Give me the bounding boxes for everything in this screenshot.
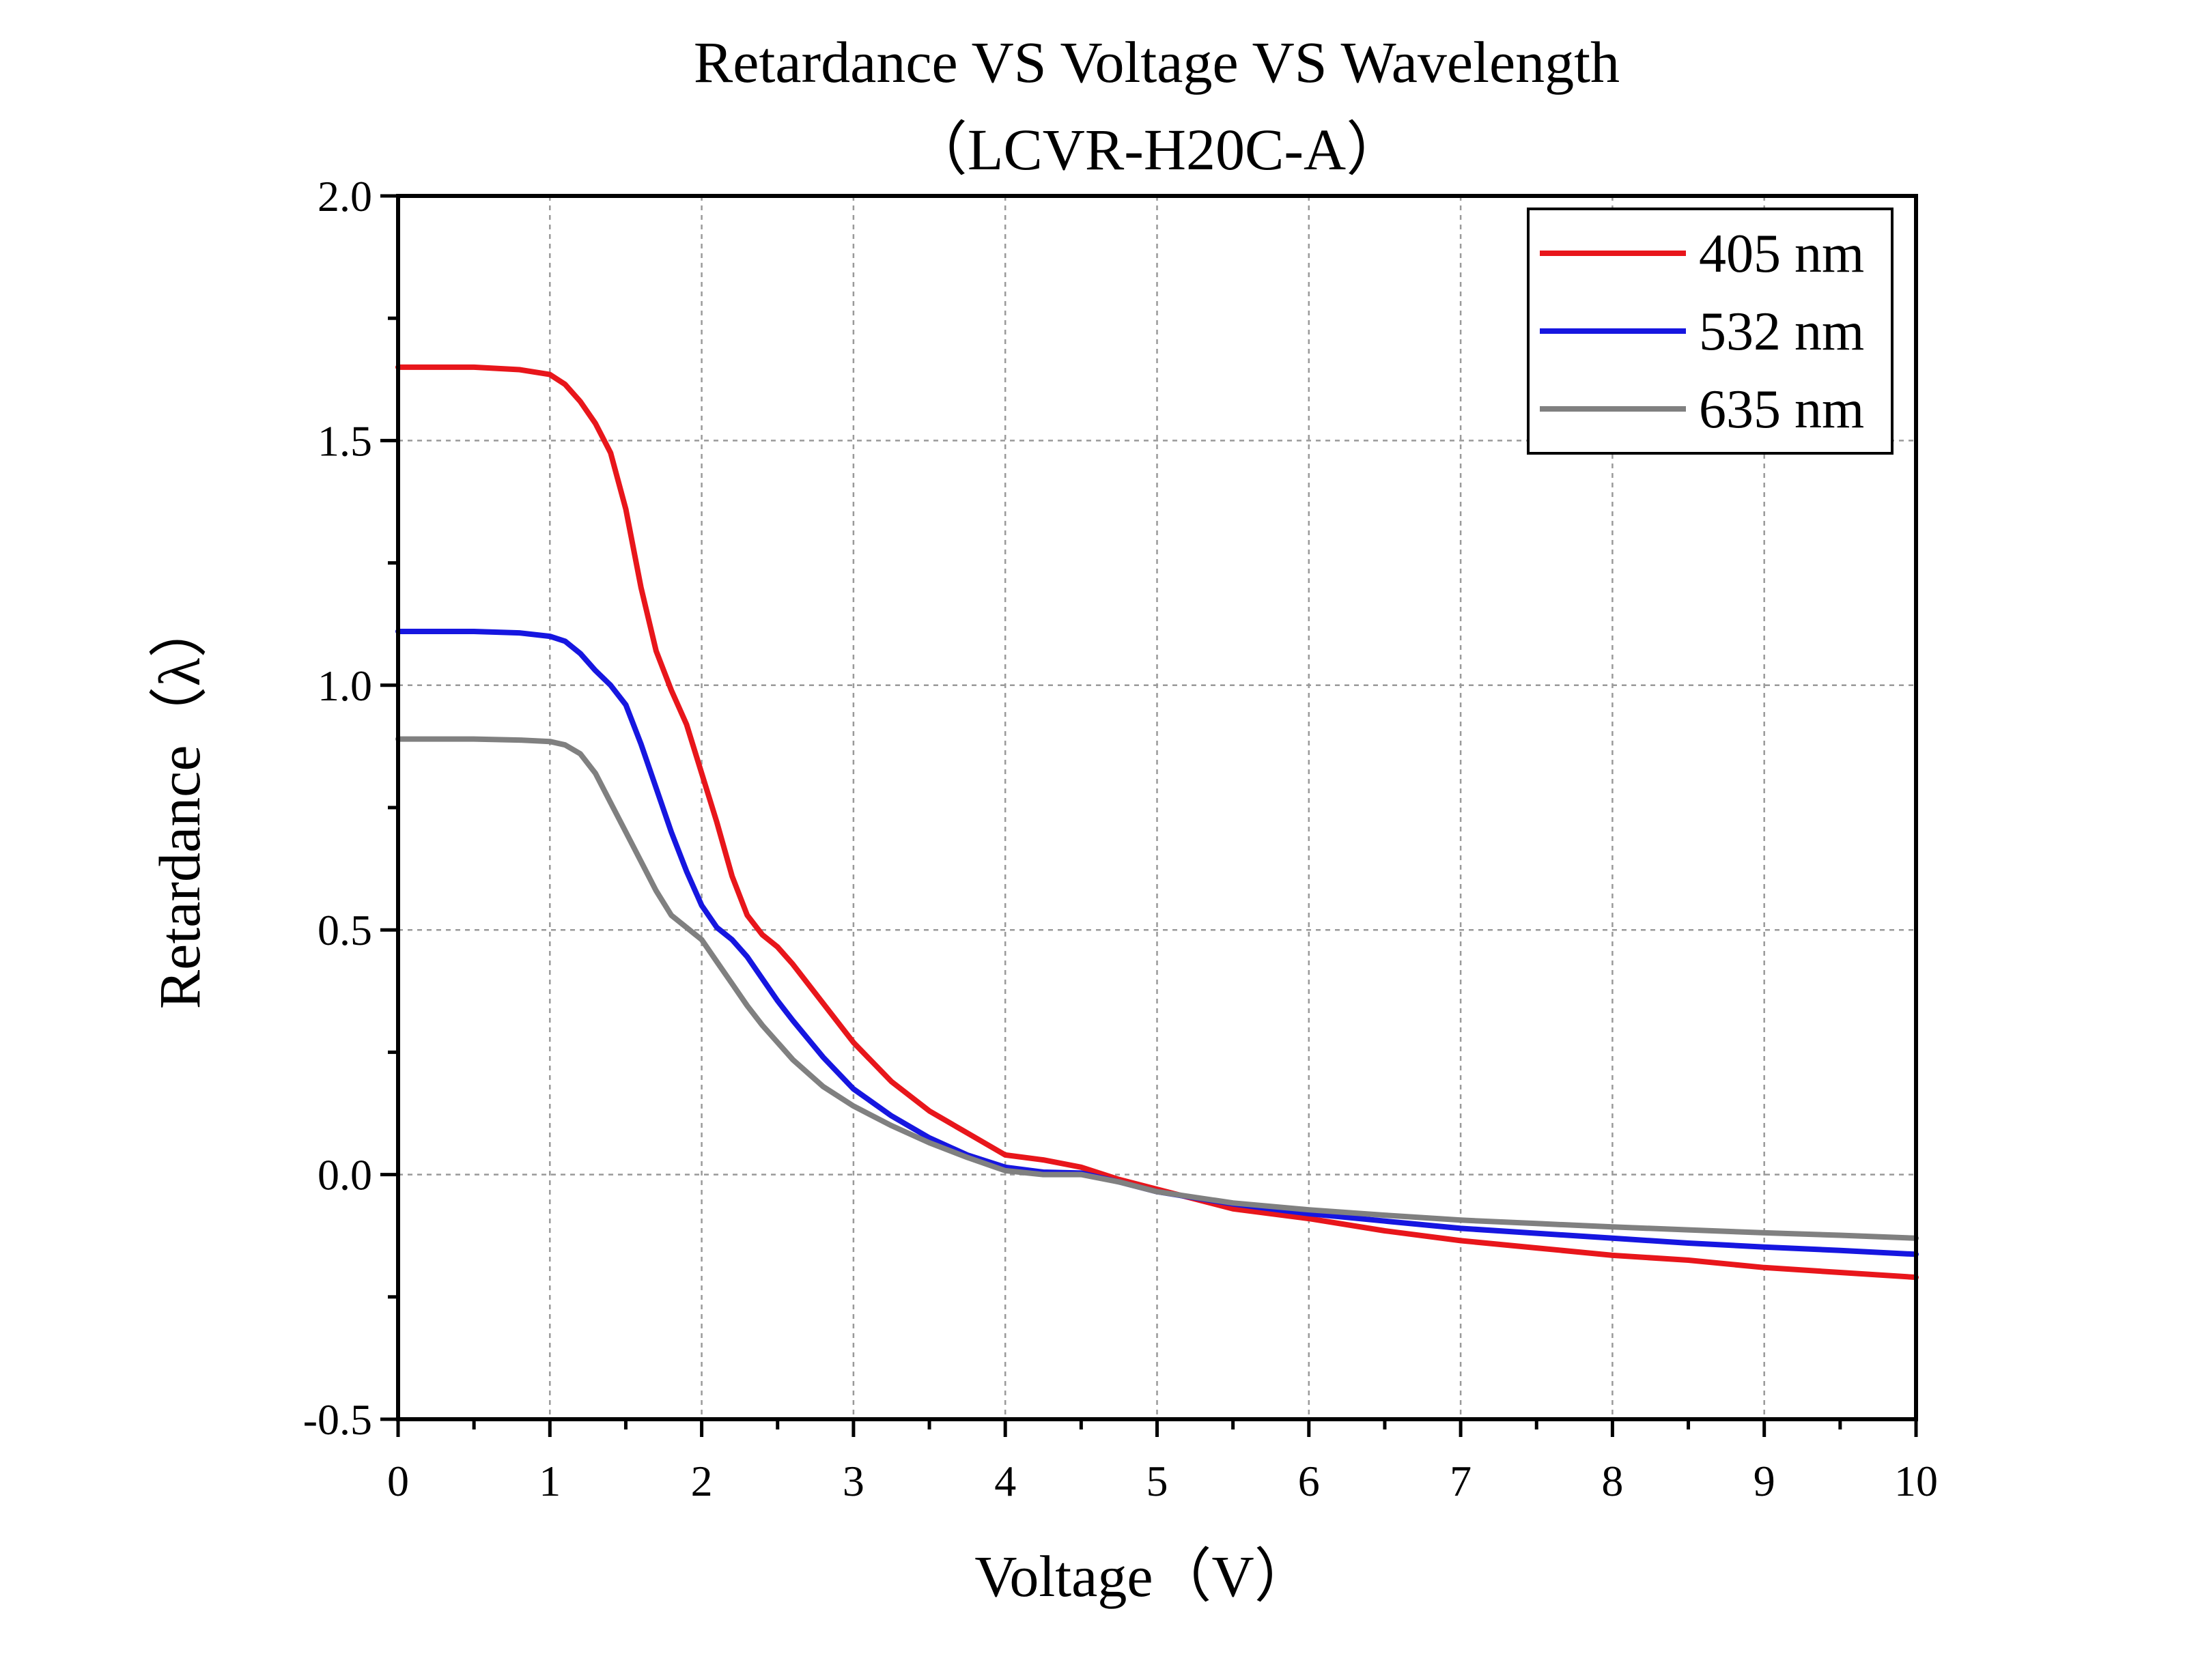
x-tick-label: 2: [691, 1457, 713, 1505]
x-tick-label: 10: [1894, 1457, 1938, 1505]
y-tick-label: 0.5: [318, 906, 372, 954]
x-tick-label: 9: [1754, 1457, 1775, 1505]
series-line-405-nm: [395, 364, 1919, 1281]
x-tick-label: 3: [843, 1457, 864, 1505]
legend-label: 532 nm: [1699, 302, 1864, 362]
y-tick-label: 2.0: [318, 172, 372, 220]
legend-label: 635 nm: [1699, 380, 1864, 440]
legend-label: 405 nm: [1699, 224, 1864, 284]
y-tick-label: 1.5: [318, 416, 372, 465]
x-tick-label: 0: [387, 1457, 409, 1505]
x-tick-label: 7: [1450, 1457, 1472, 1505]
x-tick-label: 4: [994, 1457, 1016, 1505]
x-tick-label: 1: [539, 1457, 561, 1505]
series-line-532-nm: [395, 629, 1919, 1257]
x-tick-label: 5: [1146, 1457, 1168, 1505]
y-tick-label: -0.5: [303, 1395, 372, 1444]
axis-ticks: [380, 194, 1918, 1437]
x-tick-labels: 0 1 2 3 4 5 6 7 8 9 10: [387, 1457, 1938, 1505]
series-lines: [395, 364, 1919, 1281]
legend: 405 nm 532 nm 635 nm: [1527, 208, 1894, 455]
y-tick-labels: -0.5 0.0 0.5 1.0 1.5 2.0: [303, 172, 372, 1444]
chart-title: Retardance VS Voltage VS Wavelength: [694, 29, 1620, 95]
x-axis-label: Voltage（V）: [974, 1543, 1312, 1609]
x-tick-label: 6: [1298, 1457, 1320, 1505]
series-line-635-nm: [395, 736, 1919, 1241]
y-tick-label: 0.0: [318, 1151, 372, 1199]
y-axis-label: Retardance（λ）: [147, 599, 212, 1009]
y-tick-label: 1.0: [318, 661, 372, 710]
x-tick-label: 8: [1601, 1457, 1623, 1505]
chart-subtitle: （LCVR-H20C-A）: [909, 117, 1405, 182]
